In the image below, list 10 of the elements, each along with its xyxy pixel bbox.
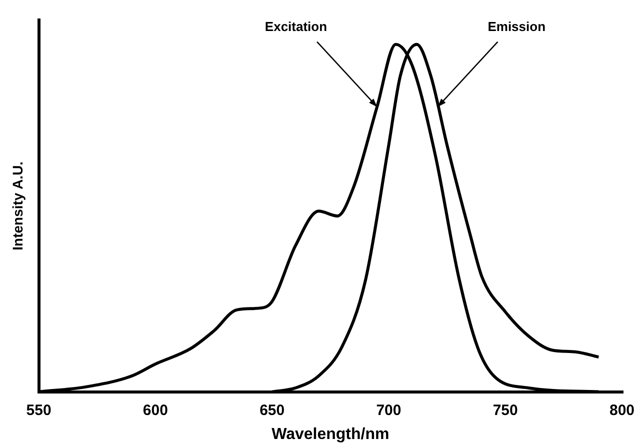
annotation: Emission <box>488 18 546 34</box>
x-tick-label: 650 <box>260 402 285 419</box>
x-tick-label: 700 <box>376 402 402 419</box>
x-axis-title: Wavelength/nm <box>272 426 390 443</box>
y-axis-title: Intensity A.U. <box>9 161 26 250</box>
x-tick-label: 600 <box>142 402 168 419</box>
x-tick-label: 750 <box>492 402 518 419</box>
x-tick-label: 550 <box>26 402 52 419</box>
x-tick-label: 800 <box>609 402 635 419</box>
annotation: Excitation <box>264 18 328 34</box>
